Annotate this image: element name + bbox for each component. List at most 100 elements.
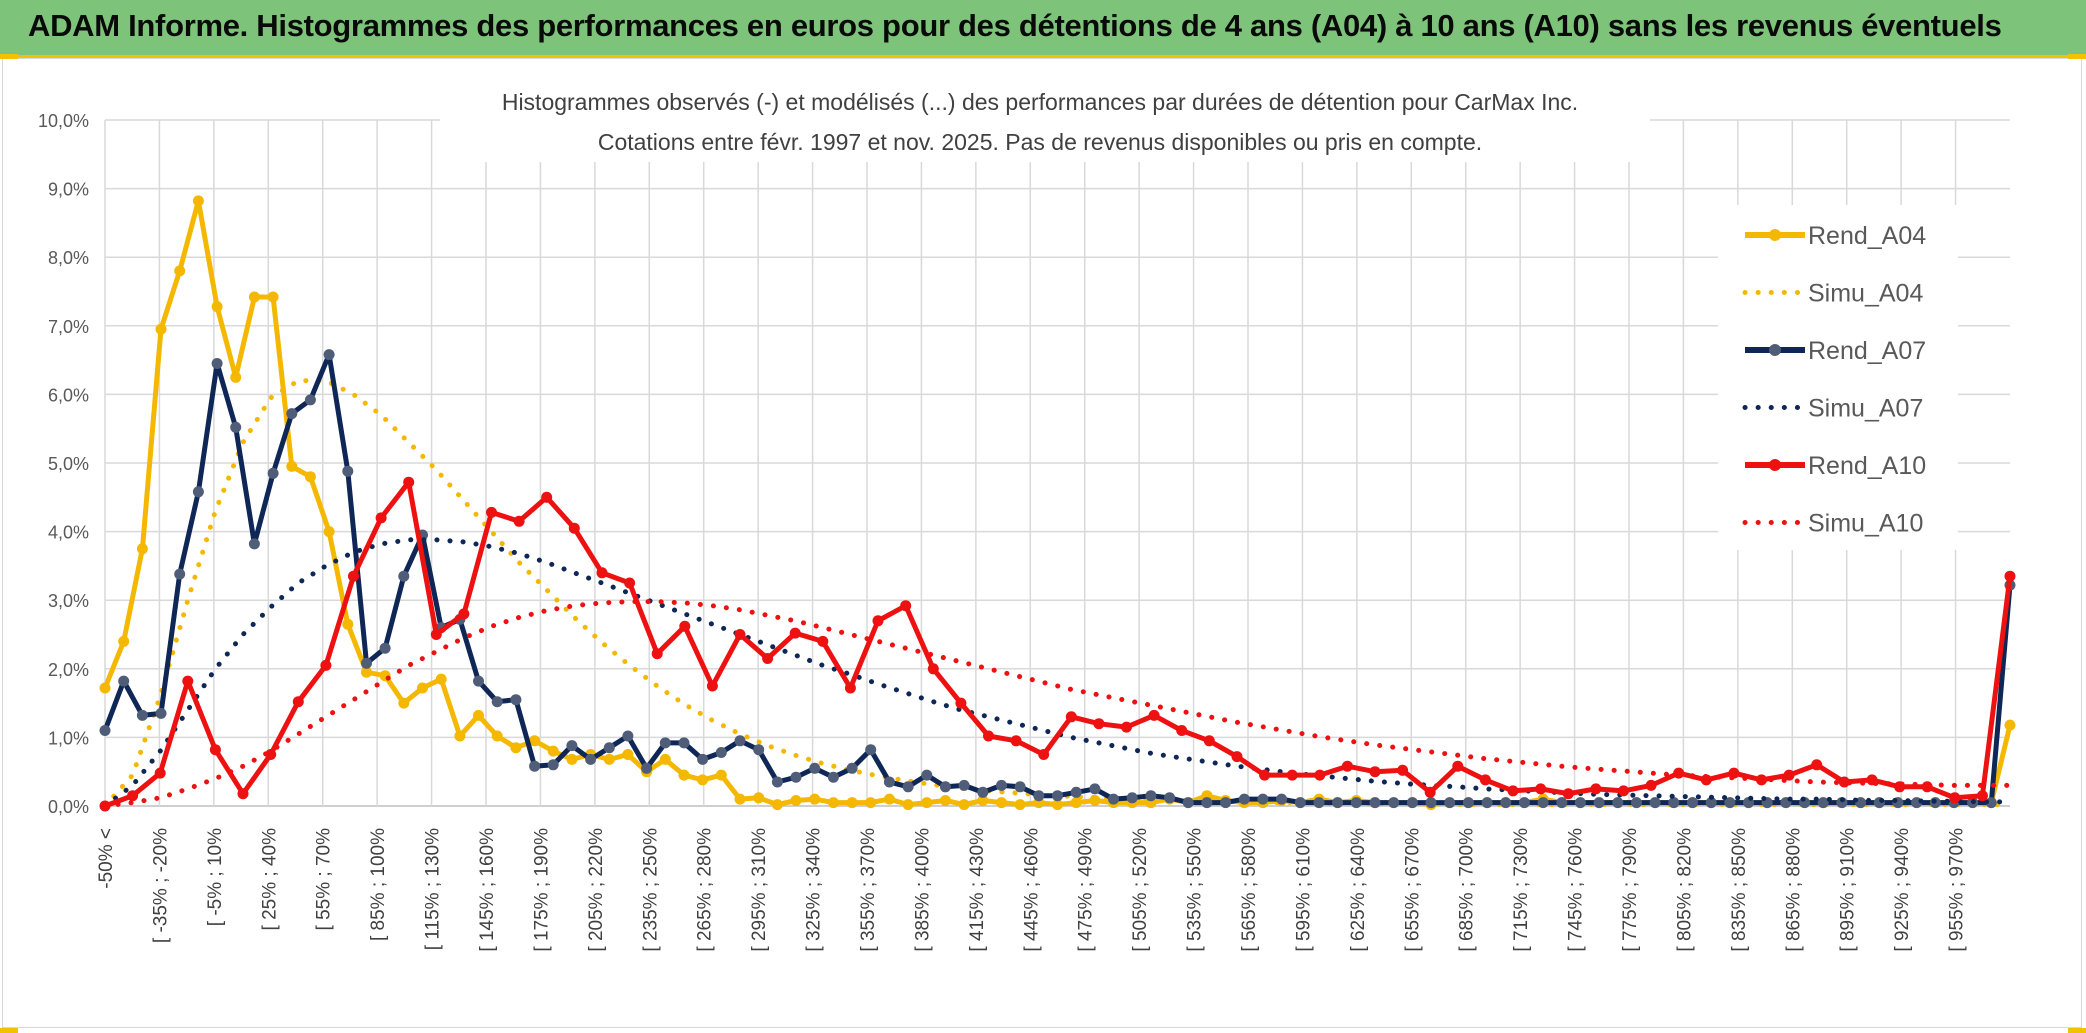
data-point-rend-a04 xyxy=(417,682,428,694)
data-point-rend-a07 xyxy=(1500,797,1512,809)
data-point-rend-a07 xyxy=(1089,783,1101,795)
x-tick-label: [ 595% ; 610% xyxy=(1293,828,1314,952)
data-point-rend-a07 xyxy=(473,675,484,687)
data-point-rend-a10 xyxy=(1783,769,1795,781)
y-tick-label: 2,0% xyxy=(48,660,89,680)
data-point-rend-a07 xyxy=(827,771,839,783)
data-point-rend-a10 xyxy=(1811,759,1823,771)
data-point-rend-a04 xyxy=(211,301,223,313)
data-point-rend-a10 xyxy=(1976,790,1988,802)
data-point-rend-a10 xyxy=(1562,788,1574,800)
data-point-rend-a07 xyxy=(1052,790,1063,802)
data-point-rend-a07 xyxy=(342,465,354,477)
data-point-rend-a04 xyxy=(921,797,933,809)
data-point-rend-a10 xyxy=(1176,725,1188,736)
data-point-rend-a10 xyxy=(706,680,718,692)
data-point-rend-a07 xyxy=(996,779,1007,791)
data-point-rend-a07 xyxy=(1462,797,1474,809)
page-title: ADAM Informe. Histogrammes des performan… xyxy=(28,8,2002,43)
corner-accent-top-left xyxy=(0,54,18,59)
data-point-rend-a04 xyxy=(192,195,204,207)
data-point-rend-a10 xyxy=(1507,785,1519,797)
data-point-rend-a10 xyxy=(1121,721,1132,733)
data-point-rend-a07 xyxy=(1388,797,1400,809)
data-point-rend-a07 xyxy=(1313,797,1325,809)
data-point-rend-a04 xyxy=(790,795,802,806)
data-point-rend-a10 xyxy=(1838,776,1850,788)
data-point-rend-a07 xyxy=(510,694,522,706)
data-point-rend-a07 xyxy=(398,570,410,582)
data-point-rend-a07 xyxy=(1201,797,1213,809)
data-point-rend-a07 xyxy=(1668,797,1680,809)
data-point-rend-a07 xyxy=(1481,797,1493,809)
data-point-rend-a10 xyxy=(375,512,387,524)
data-point-rend-a04 xyxy=(939,795,951,806)
data-point-rend-a07 xyxy=(1518,797,1530,809)
data-point-rend-a10 xyxy=(983,730,994,742)
data-point-rend-a04 xyxy=(566,753,578,765)
y-tick-label: 4,0% xyxy=(48,523,89,543)
data-point-rend-a07 xyxy=(902,781,914,793)
data-point-rend-a04 xyxy=(678,769,690,781)
data-point-rend-a07 xyxy=(1369,797,1381,809)
x-tick-label: [ 265% ; 280% xyxy=(695,828,716,952)
data-point-rend-a07 xyxy=(1817,797,1829,809)
data-point-rend-a04 xyxy=(510,742,522,754)
data-point-rend-a04 xyxy=(771,799,783,811)
data-point-rend-a07 xyxy=(1406,797,1418,809)
x-tick-label: [ 775% ; 790% xyxy=(1620,828,1641,952)
data-point-rend-a10 xyxy=(2004,570,2016,582)
data-point-rend-a07 xyxy=(659,737,671,749)
data-point-rend-a10 xyxy=(1590,783,1602,795)
data-point-rend-a04 xyxy=(230,371,242,383)
data-point-rend-a10 xyxy=(1535,783,1547,795)
data-point-rend-a07 xyxy=(1014,781,1026,793)
data-point-rend-a07 xyxy=(958,779,970,791)
data-point-rend-a04 xyxy=(753,792,765,804)
data-point-rend-a07 xyxy=(790,771,802,783)
corner-accent-top-right xyxy=(2068,54,2086,59)
data-point-rend-a04 xyxy=(491,730,503,742)
y-tick-label: 10,0% xyxy=(38,111,89,131)
data-point-rend-a07 xyxy=(883,776,895,788)
data-point-rend-a04 xyxy=(2004,719,2016,731)
x-tick-label: [ -5% ; 10% xyxy=(205,828,226,926)
title-banner: ADAM Informe. Histogrammes des performan… xyxy=(0,0,2086,58)
data-point-rend-a07 xyxy=(547,759,559,771)
series-line-simu-a07 xyxy=(102,537,2013,809)
data-point-rend-a04 xyxy=(435,673,447,685)
data-point-rend-a07 xyxy=(1033,790,1045,802)
data-point-rend-a07 xyxy=(248,538,260,550)
x-tick-label: [ 175% ; 190% xyxy=(531,828,552,952)
data-point-rend-a04 xyxy=(958,799,970,811)
x-tick-label: [ 565% ; 580% xyxy=(1239,828,1260,952)
data-point-rend-a04 xyxy=(323,526,335,538)
legend-label-simu-a07: Simu_A07 xyxy=(1808,395,1923,423)
data-point-rend-a07 xyxy=(678,737,690,749)
data-point-rend-a04 xyxy=(174,265,186,277)
data-point-rend-a10 xyxy=(1286,769,1298,781)
legend-backdrop xyxy=(1718,205,1958,550)
data-point-rend-a10 xyxy=(1065,711,1077,723)
data-point-rend-a04 xyxy=(136,543,148,555)
data-point-rend-a10 xyxy=(403,476,415,488)
data-point-rend-a07 xyxy=(192,486,204,498)
data-point-rend-a07 xyxy=(865,744,877,756)
x-tick-label: [ 505% ; 520% xyxy=(1130,828,1151,952)
data-point-rend-a10 xyxy=(292,696,304,708)
data-point-rend-a07 xyxy=(136,709,148,721)
x-tick-label: [ 55% ; 70% xyxy=(314,828,335,931)
data-point-rend-a10 xyxy=(1010,735,1022,747)
data-point-rend-a04 xyxy=(865,797,877,809)
data-point-rend-a07 xyxy=(1070,786,1082,798)
data-point-rend-a04 xyxy=(902,799,914,811)
data-point-rend-a07 xyxy=(921,769,933,781)
data-point-rend-a04 xyxy=(809,793,821,805)
data-point-rend-a10 xyxy=(679,620,691,632)
data-point-rend-a10 xyxy=(568,522,580,534)
data-point-rend-a04 xyxy=(1070,797,1082,809)
data-point-rend-a04 xyxy=(361,666,372,678)
y-tick-label: 1,0% xyxy=(48,728,89,748)
data-point-rend-a04 xyxy=(286,460,298,472)
data-point-rend-a07 xyxy=(1182,797,1194,809)
